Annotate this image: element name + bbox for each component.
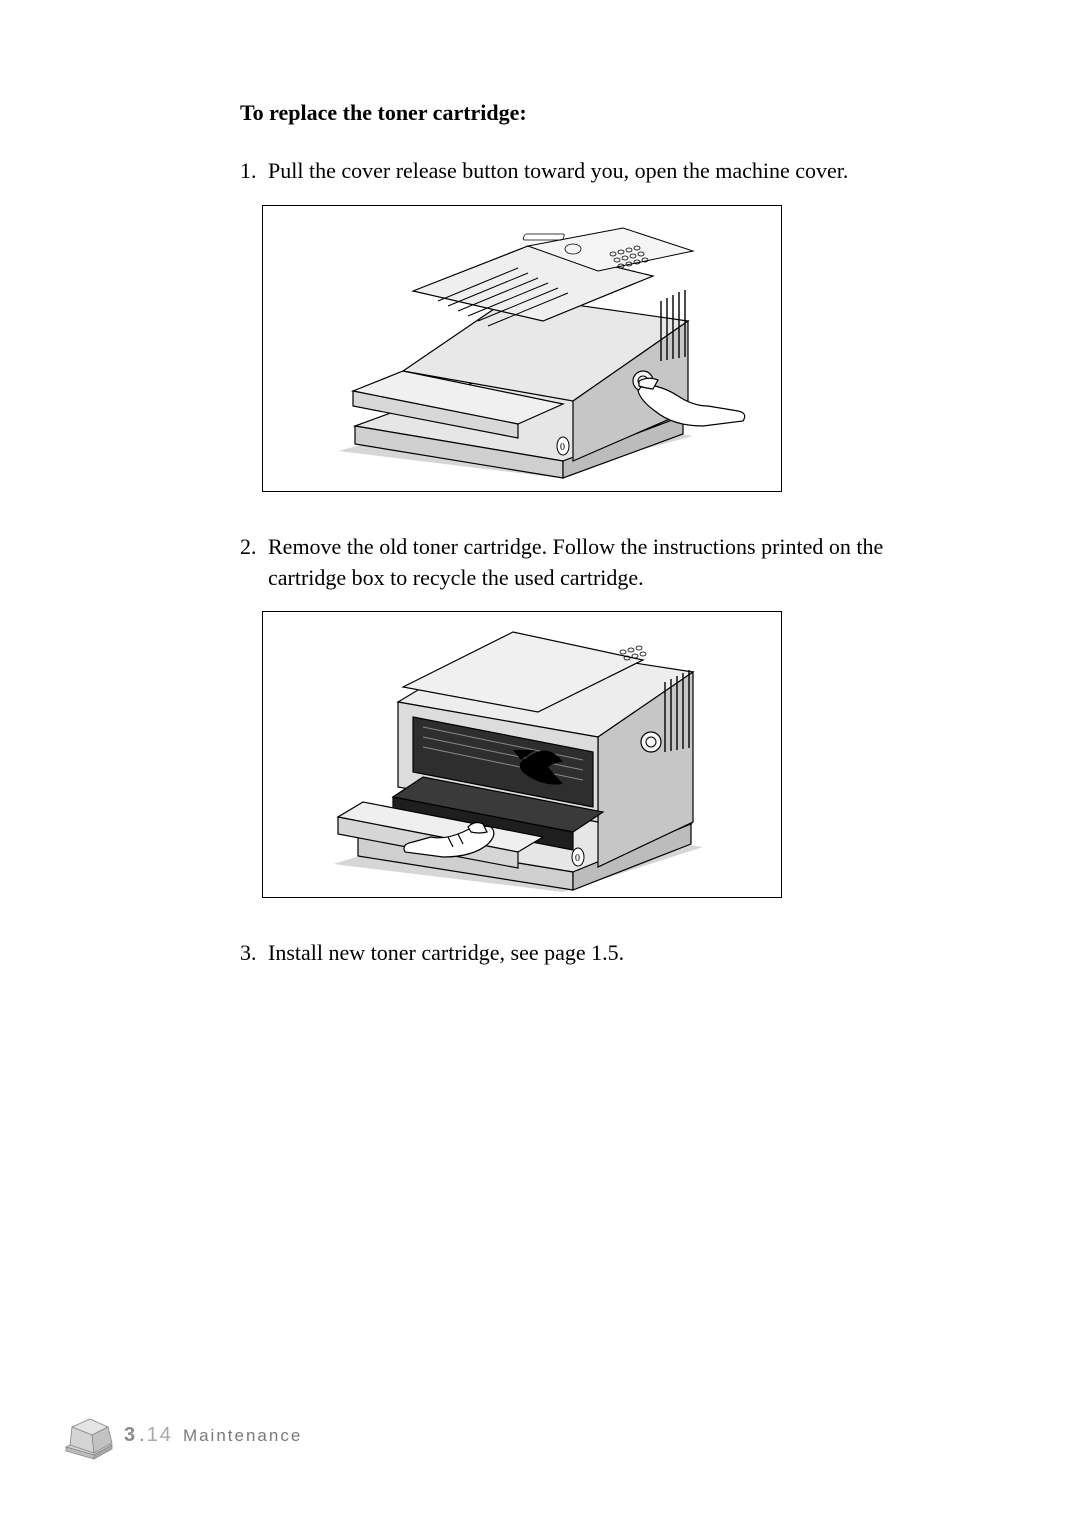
step-3: 3. Install new toner cartridge, see page… <box>240 938 890 969</box>
figure-remove-cartridge: 0 <box>262 611 782 898</box>
svg-text:0: 0 <box>575 853 580 864</box>
step-1-text: Pull the cover release button toward you… <box>268 156 890 187</box>
page: To replace the toner cartridge: 1. Pull … <box>0 0 1080 1526</box>
svg-text:0: 0 <box>560 442 565 453</box>
step-2: 2. Remove the old toner cartridge. Follo… <box>240 532 890 594</box>
step-1: 1. Pull the cover release button toward … <box>240 156 890 187</box>
step-3-number: 3. <box>240 938 268 969</box>
footer-page-number: 14 <box>147 1424 173 1447</box>
footer-text: 3.14 Maintenance <box>124 1424 302 1447</box>
section-heading: To replace the toner cartridge: <box>240 100 890 126</box>
footer-chapter-number: 3 <box>124 1424 137 1447</box>
step-1-number: 1. <box>240 156 268 187</box>
printer-open-cover-illustration: 0 <box>263 206 781 491</box>
footer-dot: . <box>139 1424 147 1447</box>
figure-open-cover: 0 <box>262 205 782 492</box>
footer-printer-icon <box>60 1409 118 1461</box>
printer-remove-cartridge-illustration: 0 <box>263 612 781 897</box>
step-3-text: Install new toner cartridge, see page 1.… <box>268 938 890 969</box>
step-2-text: Remove the old toner cartridge. Follow t… <box>268 532 890 594</box>
step-2-number: 2. <box>240 532 268 594</box>
footer-section-label: Maintenance <box>183 1426 302 1446</box>
content-column: To replace the toner cartridge: 1. Pull … <box>240 100 890 987</box>
page-footer: 3.14 Maintenance <box>60 1409 302 1461</box>
